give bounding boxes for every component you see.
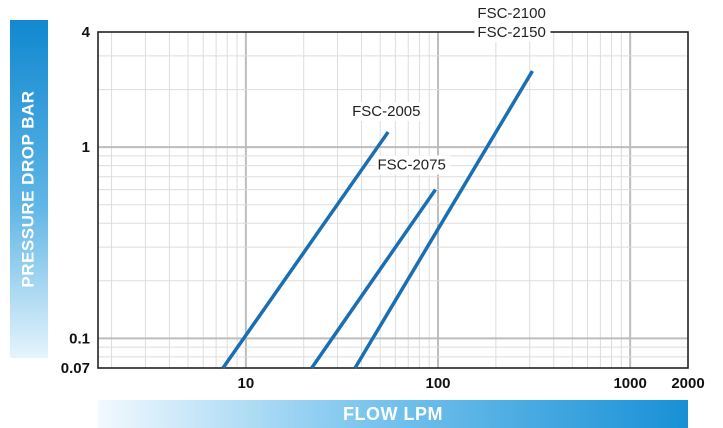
tick-labels: 10 100 1000 2000 0.07 0.1 1 4 xyxy=(61,24,705,392)
x-tick-label: 2000 xyxy=(671,375,704,392)
grid xyxy=(98,31,689,369)
plot-frame xyxy=(97,31,689,369)
y-tick-label: 1 xyxy=(82,139,90,156)
series-label: FSC-2005 xyxy=(352,103,420,120)
series-line xyxy=(221,130,390,370)
x-tick-label: 1000 xyxy=(613,375,646,392)
series-label: FSC-2100 xyxy=(477,5,545,22)
series-line xyxy=(310,188,437,369)
x-axis-label: FLOW LPM xyxy=(343,403,443,424)
y-axis-label-wrap: PRESSURE DROP BAR xyxy=(10,20,48,358)
x-axis-label-bar: FLOW LPM xyxy=(98,400,688,428)
series-label-background xyxy=(474,4,551,43)
y-axis-label: PRESSURE DROP BAR xyxy=(19,90,38,288)
y-tick-label: 0.07 xyxy=(61,360,90,377)
y-tick-label: 0.1 xyxy=(69,330,90,347)
series-line xyxy=(353,70,534,369)
x-tick-label: 100 xyxy=(425,375,450,392)
series-label: FSC-2075 xyxy=(377,157,445,174)
y-axis-label-bar xyxy=(10,20,48,358)
series-label: FSC-2150 xyxy=(477,24,545,41)
series-label-background xyxy=(374,155,451,175)
y-tick-label: 4 xyxy=(82,24,91,41)
x-tick-label: 10 xyxy=(238,375,255,392)
series-label-background xyxy=(349,101,426,121)
series-group: FSC-2005 FSC-2075 FSC-2100 FSC-2150 xyxy=(221,4,551,370)
